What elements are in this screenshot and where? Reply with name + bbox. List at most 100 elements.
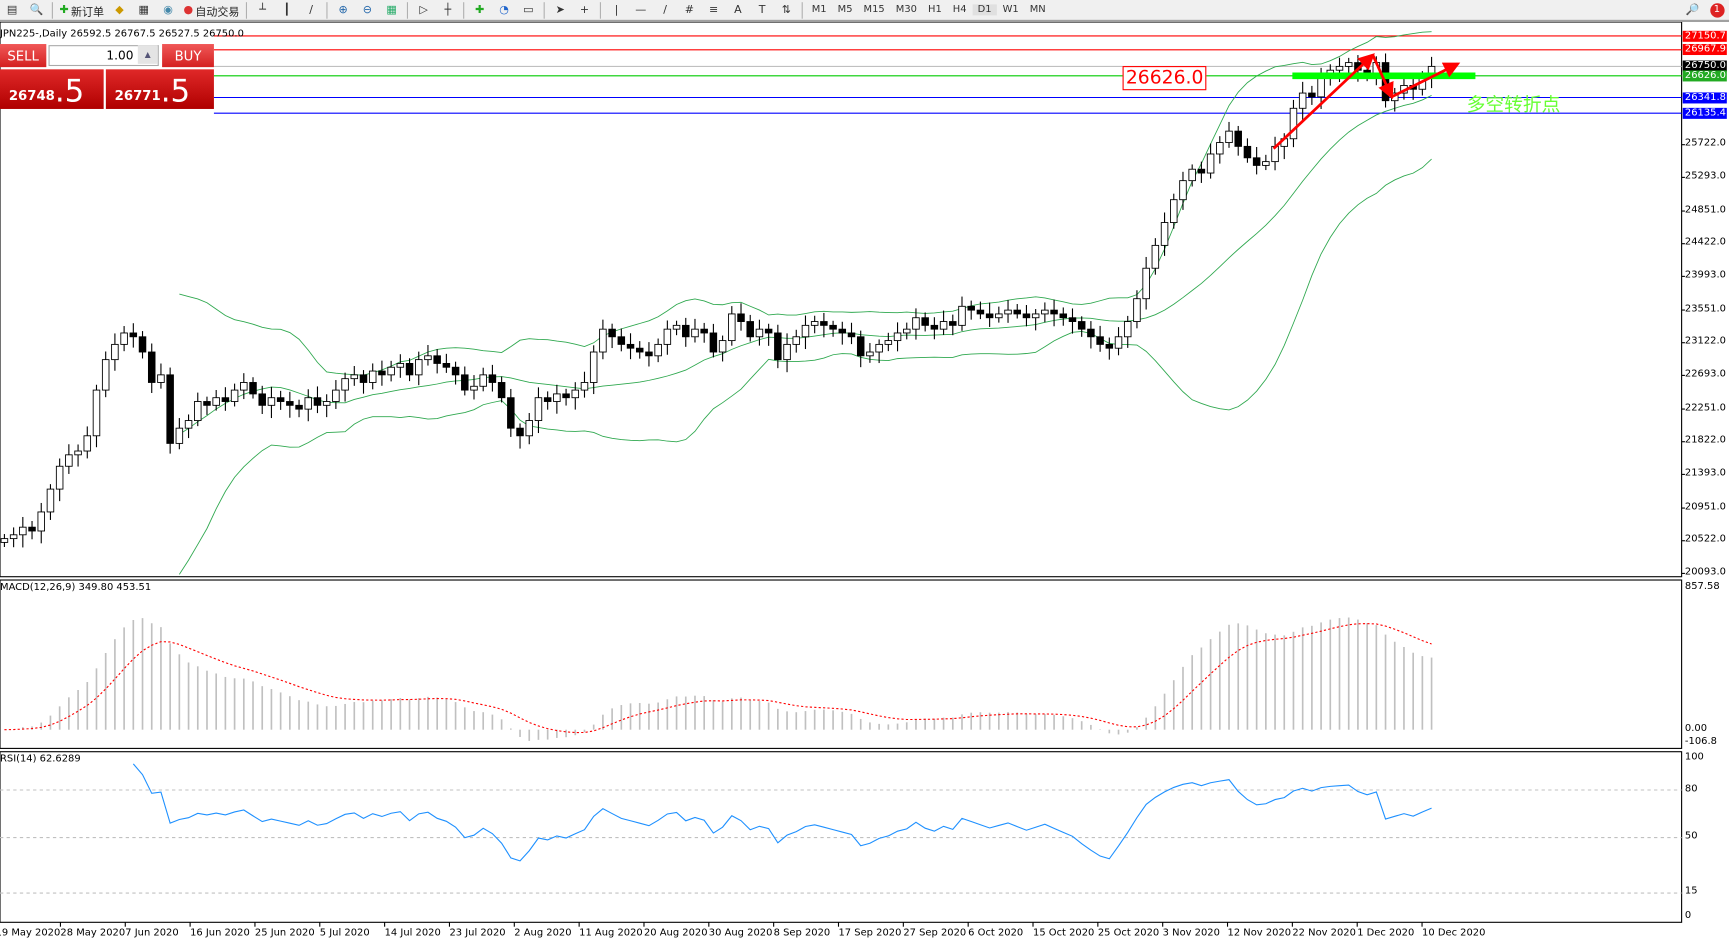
candle-bull — [755, 328, 764, 338]
tile-windows-button[interactable]: ▦ — [383, 1, 401, 19]
cursor-button[interactable]: ➤ — [551, 1, 569, 19]
timeframe-m5[interactable]: M5 — [837, 4, 853, 16]
candle-bull — [1225, 130, 1233, 144]
line-chart-button[interactable]: ∕ — [302, 1, 320, 19]
chart-window-button[interactable]: ▤ — [3, 1, 21, 19]
search-icon[interactable]: 🔎 — [1685, 3, 1700, 16]
candle-bear — [488, 374, 497, 383]
sell-price: 26748 — [8, 88, 55, 104]
buy-button[interactable]: BUY — [162, 44, 214, 68]
zoom-in-icon: ⊕ — [338, 3, 348, 16]
buy-price-button[interactable]: 26771.5 — [105, 69, 214, 109]
candle-bull — [9, 534, 18, 540]
sell-button[interactable]: SELL — [0, 44, 47, 68]
auto-trading-button[interactable]: ● 自动交易 — [183, 1, 239, 19]
candle-bear — [203, 401, 211, 406]
candle-bear — [921, 317, 929, 326]
buy-price: 26771 — [114, 88, 161, 104]
price-axis-label: 23122.0 — [1684, 336, 1726, 348]
timeframe-m1[interactable]: M1 — [811, 4, 827, 16]
text-button[interactable]: A — [729, 1, 747, 19]
candle-bull — [553, 393, 561, 402]
candle-bull — [1031, 313, 1040, 319]
date-axis-label: 20 Aug 2020 — [643, 927, 708, 939]
new-order-icon: ✚ — [59, 3, 69, 16]
market-watch-button[interactable]: ◆ — [111, 1, 129, 19]
timeframe-h4[interactable]: H4 — [952, 4, 967, 16]
trend-arrow — [1390, 62, 1461, 99]
candle-bear — [28, 526, 36, 532]
indicators-button[interactable]: ✚ — [471, 1, 489, 19]
date-axis-label: 28 May 2020 — [60, 927, 126, 939]
date-axis-label: 23 Jul 2020 — [449, 927, 506, 939]
trend-arrow — [1272, 53, 1375, 150]
timeframe-mn[interactable]: MN — [1029, 4, 1046, 16]
date-axis-label: 16 Jun 2020 — [190, 927, 250, 939]
candle-bull — [1335, 65, 1344, 71]
chart-shift-button[interactable]: ┼ — [439, 1, 457, 19]
templates-button[interactable]: ▭ — [520, 1, 538, 19]
periods-button[interactable]: ◔ — [495, 1, 513, 19]
candle-bear — [433, 355, 441, 364]
equidistant-channel-button[interactable]: # — [681, 1, 699, 19]
candle-bear — [497, 382, 506, 399]
zoom-out-icon: ⊖ — [362, 3, 372, 16]
lot-increase-button[interactable]: ▲ — [137, 45, 158, 64]
price-axis-label: 20093.0 — [1684, 566, 1726, 578]
rsi-axis-label: 0 — [1684, 910, 1692, 922]
timeframe-w1[interactable]: W1 — [1002, 4, 1019, 16]
candle-bull — [589, 351, 598, 383]
candle-bull — [350, 374, 359, 380]
date-axis-label: 7 Jun 2020 — [125, 927, 179, 939]
toolbar-separator — [51, 1, 53, 19]
horizontal-line-icon: — — [635, 3, 647, 16]
sell-price-button[interactable]: 26748.5 — [0, 69, 104, 109]
candle-bull — [1298, 92, 1307, 109]
price-axis-label: 25722.0 — [1684, 138, 1726, 150]
timeframe-m30[interactable]: M30 — [895, 4, 917, 16]
price-axis-label: 20951.0 — [1684, 501, 1726, 513]
autoscroll-button[interactable]: ▷ — [415, 1, 433, 19]
text-label-icon: T — [758, 3, 766, 16]
zoom-out-button[interactable]: ⊖ — [359, 1, 377, 19]
fibonacci-icon: ≡ — [708, 3, 719, 16]
date-axis-label: 1 Dec 2020 — [1357, 927, 1415, 939]
candle-bull — [866, 351, 874, 357]
bar-chart-button[interactable]: ┴ — [254, 1, 272, 19]
navigator-button[interactable]: ▦ — [135, 1, 153, 19]
lot-size-input[interactable]: 1.00 — [48, 45, 159, 67]
signals-button[interactable]: ◉ — [159, 1, 177, 19]
candlestick-button[interactable]: ┃ — [278, 1, 296, 19]
candle-bear — [313, 397, 322, 406]
candle-bull — [111, 343, 119, 361]
level-tag-resistance: 27150.7 — [1682, 30, 1727, 42]
date-axis-label: 2 Aug 2020 — [514, 927, 572, 939]
notifications-button[interactable]: 1 — [1708, 1, 1726, 19]
timeframe-m15[interactable]: M15 — [863, 4, 885, 16]
date-axis-label: 5 Jul 2020 — [319, 927, 370, 939]
trendline-button[interactable]: / — [656, 1, 674, 19]
timeframe-h1[interactable]: H1 — [927, 4, 942, 16]
zoom-in-button[interactable]: ⊕ — [334, 1, 352, 19]
candle-bull — [525, 420, 533, 437]
timeframe-d1[interactable]: D1 — [972, 4, 998, 16]
fibonacci-button[interactable]: ≡ — [705, 1, 723, 19]
date-axis-label: 12 Nov 2020 — [1227, 927, 1292, 939]
arrows-button[interactable]: ⇅ — [778, 1, 796, 19]
date-axis-label: 11 Aug 2020 — [579, 927, 643, 939]
candle-bull — [875, 343, 883, 353]
vertical-line-icon: | — [614, 3, 619, 16]
candle-bear — [1050, 309, 1058, 315]
candle-bull — [1004, 309, 1012, 315]
periods-icon: ◔ — [499, 3, 509, 16]
crosshair-button[interactable]: + — [576, 1, 594, 19]
candle-bull — [912, 317, 920, 330]
horizontal-line-button[interactable]: — — [632, 1, 650, 19]
candle-bull — [470, 385, 478, 391]
new-order-button[interactable]: ✚ 新订单 — [60, 1, 105, 19]
candle-bull — [1344, 62, 1353, 67]
text-label-button[interactable]: T — [753, 1, 771, 19]
zoom-chart-button[interactable]: 🔍 — [28, 1, 46, 19]
vertical-line-button[interactable]: | — [608, 1, 626, 19]
chart-area[interactable] — [0, 22, 1729, 941]
